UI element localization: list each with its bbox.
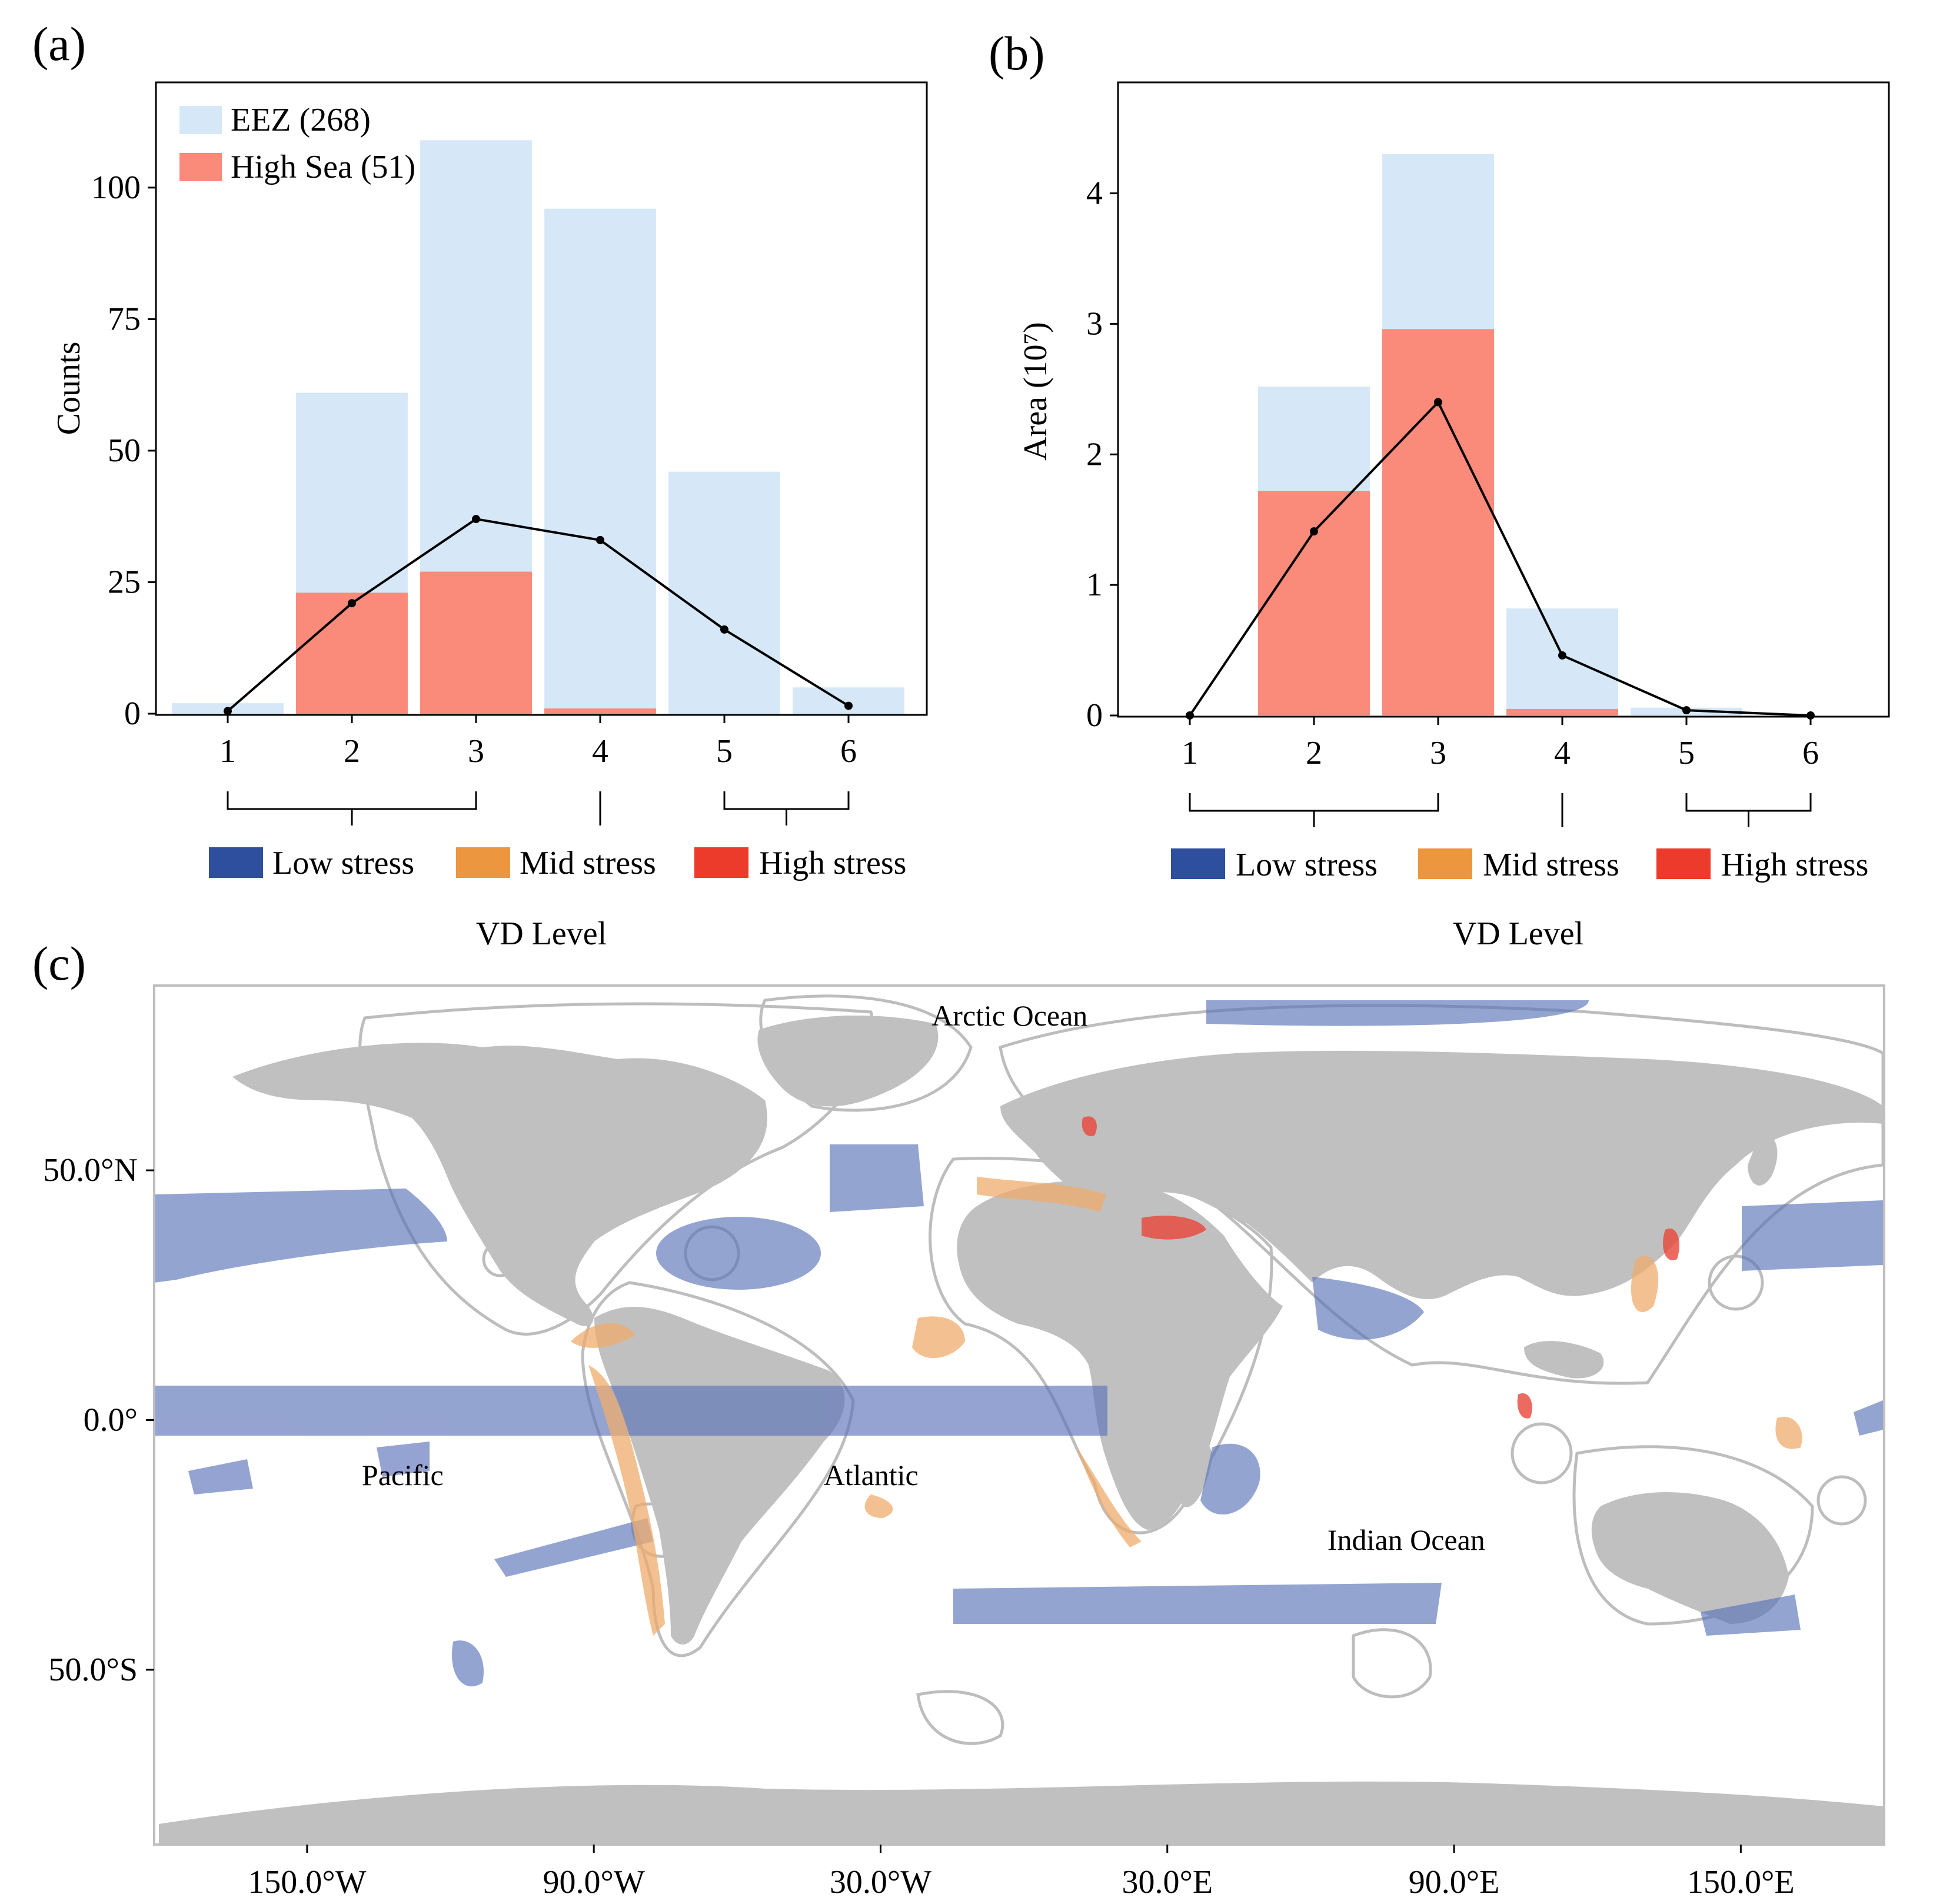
x-tick-label: 6	[840, 733, 857, 770]
x-tick-label: 2	[1306, 735, 1322, 771]
map-label-atlantic: Atlantic	[824, 1459, 919, 1492]
panel-b-xlabel: VD Level	[1453, 916, 1583, 952]
bar-eez-level-4	[1506, 608, 1618, 715]
map-x-tick-label: 90.0°W	[543, 1864, 645, 1900]
y-tick-label: 2	[1086, 436, 1103, 472]
stress-swatch-low	[209, 847, 263, 878]
map-y-tick-label: 50.0°N	[43, 1152, 138, 1189]
stress-label-high: High stress	[1721, 847, 1868, 883]
low-stress-areas	[154, 1000, 1883, 1687]
stress-swatch-high	[694, 847, 748, 878]
legend-swatch-eez	[179, 106, 222, 134]
line-point-level-4	[596, 535, 604, 544]
y-tick-label: 75	[108, 301, 141, 337]
panel-b-stress-brackets	[1189, 793, 1812, 827]
x-tick-label: 5	[1678, 735, 1695, 771]
x-tick-label: 1	[1182, 735, 1198, 771]
line-series	[227, 518, 850, 713]
panel-a-chart: 0 25 50 75 100 1 2 3 4 5 6 EEZ (268) High Sea (51…	[51, 81, 928, 952]
bracket-high-stress	[723, 791, 850, 825]
bar-high-sea-level-2	[296, 592, 408, 714]
bar-eez-level-4	[544, 208, 656, 714]
y-tick-label: 3	[1086, 305, 1103, 342]
bar-high-sea-level-4	[544, 708, 656, 714]
x-tick-label: 1	[219, 733, 236, 770]
panel-a-legend: EEZ (268) High Sea (51)	[179, 102, 415, 185]
line-point-level-2	[348, 599, 356, 608]
line-point-level-3	[472, 515, 480, 524]
stress-label-mid: Mid stress	[1483, 847, 1619, 883]
bar-eez-level-5	[668, 471, 780, 714]
map-x-tick-label: 90.0°E	[1409, 1864, 1500, 1900]
bracket-low-stress	[227, 791, 477, 825]
legend-label-high-sea: High Sea (51)	[231, 149, 415, 185]
bracket-high-stress	[1685, 793, 1812, 827]
stress-label-high: High stress	[759, 845, 906, 881]
stress-swatch-low	[1171, 848, 1225, 879]
stress-label-low: Low stress	[1236, 847, 1378, 883]
panel-b-frame	[1117, 81, 1890, 718]
map-x-tick-label: 150.0°W	[248, 1864, 366, 1900]
panel-b-stress-legend: Low stress Mid stress High stress	[1171, 847, 1868, 883]
bracket-low-stress	[1189, 793, 1439, 827]
stress-swatch-mid	[456, 847, 510, 878]
stress-swatch-mid	[1418, 848, 1472, 879]
y-tick-label: 0	[124, 695, 141, 732]
bar-high-sea-level-3	[420, 571, 532, 714]
panel-label-c: (c)	[32, 937, 86, 990]
bar-high-sea-level-2	[1258, 491, 1370, 715]
map-x-tick-label: 30.0°E	[1122, 1864, 1213, 1900]
line-point-level-5	[1682, 706, 1691, 715]
stress-swatch-high	[1656, 848, 1711, 879]
line-point-level-6	[844, 701, 853, 710]
map-y-tick-label: 50.0°S	[48, 1652, 138, 1688]
map-label-arctic-ocean: Arctic Ocean	[931, 999, 1087, 1032]
panel-a-stress-brackets	[227, 791, 850, 825]
x-tick-label: 3	[1430, 735, 1446, 771]
x-tick-label: 5	[716, 733, 733, 770]
y-tick-label: 100	[91, 169, 141, 206]
stress-label-low: Low stress	[272, 845, 414, 881]
panel-a-ylabel: Counts	[51, 342, 87, 435]
panel-b-chart: 0 1 2 3 4 1 2 3 4 5 6 Area (10⁷) Low stress Mid s…	[1017, 81, 1890, 952]
panel-a-frame	[155, 81, 928, 716]
map-label-pacific: Pacific	[362, 1459, 444, 1492]
line-point-level-3	[1434, 398, 1442, 407]
stress-label-mid: Mid stress	[520, 845, 656, 881]
panel-label-a: (a)	[32, 17, 86, 71]
x-tick-label: 4	[1554, 735, 1571, 771]
x-tick-label: 3	[468, 733, 484, 770]
panel-a-stress-legend: Low stress Mid stress High stress	[209, 845, 906, 881]
y-tick-label: 0	[1086, 697, 1103, 734]
line-point-level-2	[1310, 527, 1318, 536]
panel-b-ylabel: Area (10⁷)	[1017, 322, 1054, 461]
mid-stress-areas	[571, 1177, 1802, 1636]
line-point-level-4	[1558, 651, 1566, 660]
x-tick-label: 4	[592, 733, 608, 770]
panel-a-xlabel: VD Level	[476, 916, 607, 952]
y-tick-label: 50	[108, 432, 141, 469]
line-point-level-5	[720, 625, 728, 634]
map-label-indian-ocean: Indian Ocean	[1328, 1523, 1485, 1556]
map-x-tick-label: 30.0°W	[830, 1864, 931, 1900]
bar-high-sea-level-3	[1382, 329, 1494, 715]
bar-high-sea-level-4	[1506, 708, 1618, 715]
line-series	[1189, 400, 1811, 717]
y-tick-label: 4	[1086, 175, 1103, 212]
legend-swatch-high-sea	[179, 153, 222, 181]
map-frame	[153, 984, 1885, 1846]
map-y-tick-label: 0.0°	[84, 1402, 138, 1438]
y-tick-label: 25	[108, 564, 141, 600]
y-tick-label: 1	[1086, 567, 1103, 603]
x-tick-label: 6	[1802, 735, 1819, 771]
panel-label-b: (b)	[989, 26, 1045, 80]
legend-label-eez: EEZ (268)	[231, 102, 371, 138]
line-point-level-1	[224, 707, 232, 715]
x-tick-label: 2	[344, 733, 360, 770]
map-land	[159, 1016, 1883, 1845]
high-stress-areas	[1082, 1116, 1679, 1419]
map-x-tick-label: 150.0°E	[1687, 1864, 1795, 1900]
